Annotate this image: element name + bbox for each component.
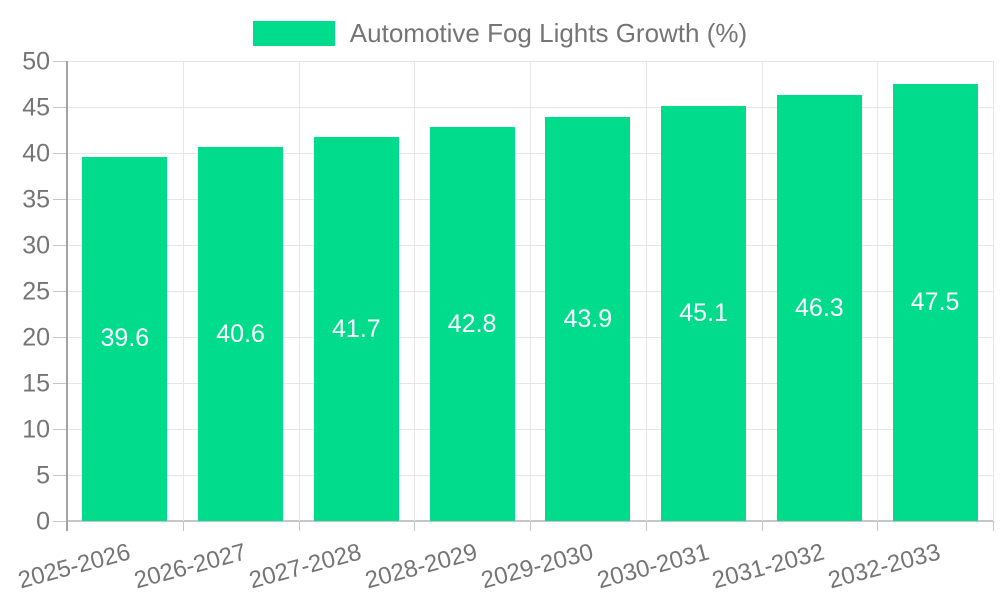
x-tick-label: 2030-2031 [593,538,712,595]
x-tick-label: 2031-2032 [709,538,828,595]
y-tick-label: 20 [22,323,50,352]
bar-value-label: 41.7 [332,314,381,343]
x-tick-label: 2032-2033 [825,538,944,595]
y-tick [53,61,67,62]
v-gridline [414,61,416,521]
v-gridline [645,61,647,521]
y-tick [53,521,67,522]
y-tick-label: 45 [22,93,50,122]
bar-value-label: 46.3 [795,293,844,322]
v-gridline [530,61,531,521]
y-tick-label: 30 [22,231,50,260]
v-gridline [877,61,879,521]
bar: 40.6 [198,147,284,521]
y-tick-label: 15 [22,369,50,398]
y-axis-line [66,61,68,531]
bar-value-label: 39.6 [100,324,150,353]
x-tick-label: 2026-2027 [130,538,249,595]
x-tick [530,521,531,531]
x-tick [414,521,416,531]
x-tick-label: 2025-2026 [15,538,133,595]
v-gridline [298,61,300,521]
v-gridline [182,61,184,521]
legend-swatch [252,21,335,46]
x-tick-label: 2027-2028 [246,538,365,595]
bar: 41.7 [313,137,399,521]
x-tick-label: 2029-2030 [478,538,596,595]
x-tick [761,521,763,531]
bar-value-label: 43.9 [563,304,613,333]
bar: 45.1 [661,106,747,521]
y-tick [53,429,67,430]
bar: 43.9 [545,117,631,521]
v-gridline [993,61,994,521]
bar: 46.3 [776,95,862,521]
y-tick [53,291,67,292]
bar-value-label: 45.1 [679,299,728,328]
x-tick [877,521,879,531]
y-tick-label: 50 [22,47,50,76]
x-tick [298,521,300,531]
y-tick [53,337,67,338]
bar-value-label: 47.5 [910,288,960,316]
y-tick [53,383,67,384]
y-tick [53,199,67,200]
v-gridline [761,61,763,521]
y-tick-label: 35 [22,185,50,214]
y-tick-label: 40 [22,139,50,168]
legend[interactable]: Automotive Fog Lights Growth (%) [0,18,1000,49]
y-tick-label: 5 [36,461,50,490]
x-tick [645,521,647,531]
y-tick [53,153,67,154]
bar-value-label: 40.6 [216,319,265,348]
x-tick [993,521,994,531]
x-tick-label: 2028-2029 [362,538,481,595]
y-tick-label: 10 [22,415,50,444]
bar: 39.6 [82,156,168,521]
y-tick-label: 25 [22,277,50,306]
bar-value-label: 42.8 [447,309,497,338]
bar: 42.8 [429,127,515,521]
y-tick [53,475,67,476]
y-tick-label: 0 [36,507,50,536]
legend-label: Automotive Fog Lights Growth (%) [349,18,748,48]
y-tick [53,107,67,108]
bar: 47.5 [892,84,978,521]
x-tick [182,521,184,531]
y-tick [53,245,67,246]
